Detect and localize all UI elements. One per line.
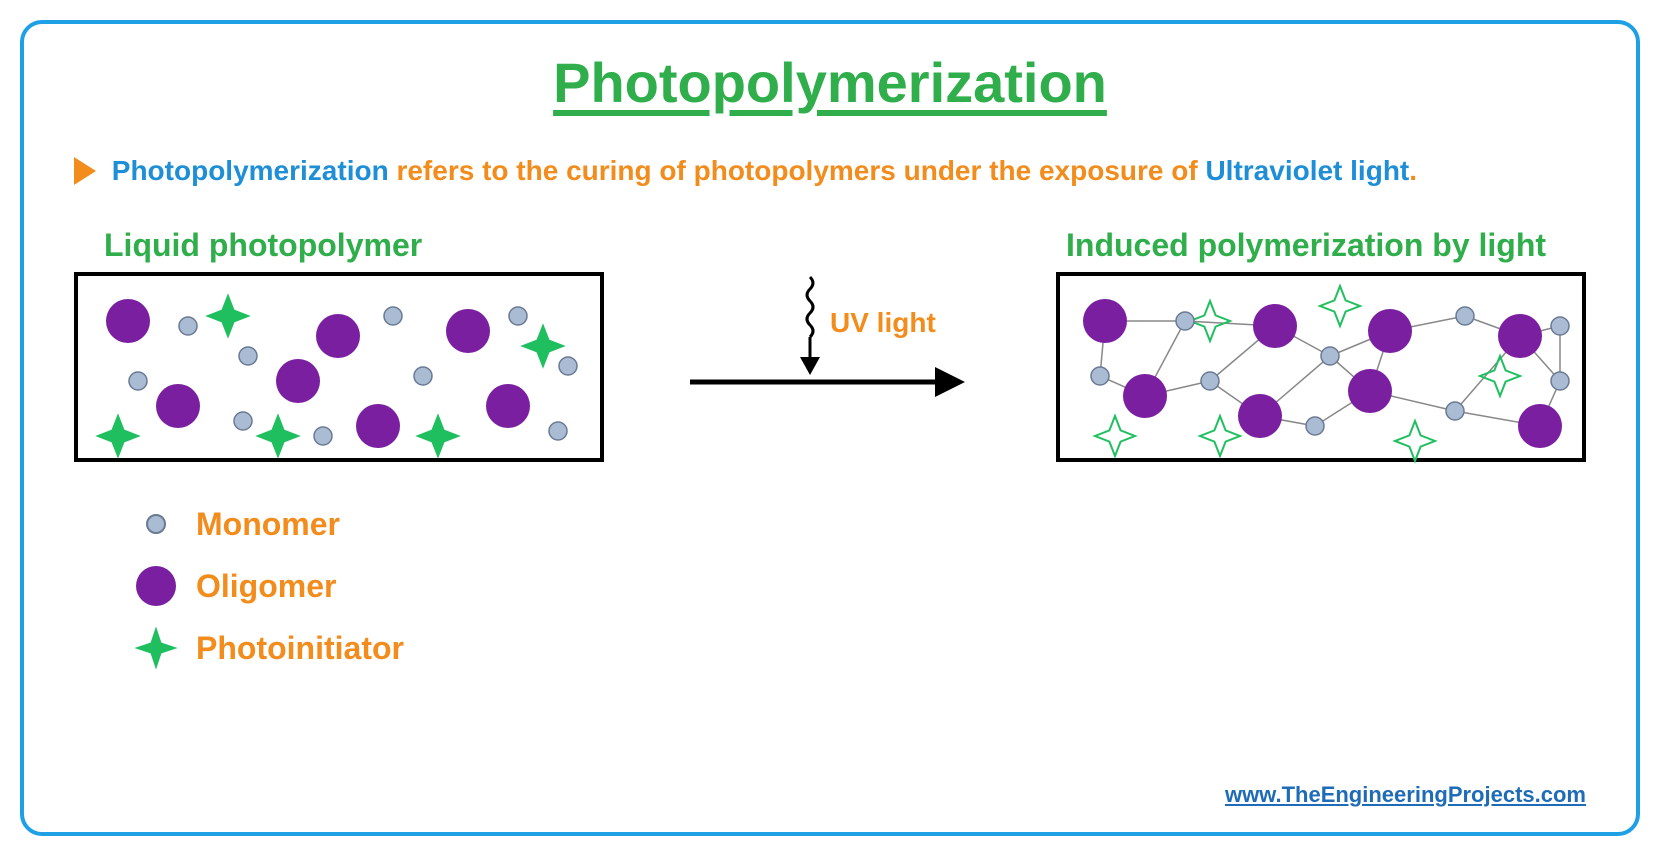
right-panel-block: Induced polymerization by light <box>1056 227 1586 462</box>
monomer-circle <box>239 347 257 365</box>
monomer-circle <box>1456 307 1474 325</box>
monomer-circle <box>1551 317 1569 335</box>
oligomer-circle <box>1083 299 1127 343</box>
monomer-circle <box>384 307 402 325</box>
uv-wave-icon <box>807 277 813 337</box>
left-panel-svg <box>78 276 608 466</box>
uv-light-label: UV light <box>830 307 936 339</box>
uv-arrow-svg <box>690 267 970 447</box>
oligomer-circle <box>1368 309 1412 353</box>
arrow-column: UV light <box>690 267 970 447</box>
subtitle-part4: . <box>1409 155 1417 186</box>
oligomer-circle <box>1123 374 1167 418</box>
monomer-circle <box>509 307 527 325</box>
page-title: Photopolymerization <box>64 50 1596 115</box>
monomer-circle <box>314 427 332 445</box>
monomer-circle <box>234 412 252 430</box>
diagram-row: Liquid photopolymer UV light Induced pol… <box>64 227 1596 462</box>
legend-row-monomer: Monomer <box>134 502 1596 546</box>
photoinitiator-shape <box>98 416 138 456</box>
oligomer-circle <box>1348 369 1392 413</box>
monomer-circle <box>1091 367 1109 385</box>
watermark-link[interactable]: www.TheEngineeringProjects.com <box>1225 782 1586 808</box>
photoinitiator-shape <box>418 416 458 456</box>
horizontal-arrowhead-icon <box>935 367 965 397</box>
subtitle-part1: Photopolymerization <box>112 155 389 186</box>
oligomer-icon <box>134 564 178 608</box>
legend-label-monomer: Monomer <box>196 506 340 543</box>
main-frame: Photopolymerization Photopolymerization … <box>20 20 1640 836</box>
monomer-icon <box>134 502 178 546</box>
photoinitiator-shape <box>208 296 248 336</box>
oligomer-circle <box>276 359 320 403</box>
left-panel-block: Liquid photopolymer <box>74 227 604 462</box>
right-panel-title: Induced polymerization by light <box>1056 227 1586 264</box>
oligomer-circle <box>316 314 360 358</box>
legend-row-oligomer: Oligomer <box>134 564 1596 608</box>
oligomer-circle <box>1518 404 1562 448</box>
right-panel <box>1056 272 1586 462</box>
monomer-circle <box>549 422 567 440</box>
monomer-circle <box>1551 372 1569 390</box>
uv-down-arrowhead-icon <box>800 357 820 375</box>
oligomer-circle <box>156 384 200 428</box>
photoinitiator-shape <box>523 326 563 366</box>
photoinitiator-shape <box>1200 416 1240 456</box>
monomer-circle <box>129 372 147 390</box>
oligomer-circle <box>1498 314 1542 358</box>
left-panel-title: Liquid photopolymer <box>74 227 604 264</box>
photoinitiator-shape <box>1395 421 1435 461</box>
oligomer-circle <box>1253 304 1297 348</box>
monomer-circle <box>559 357 577 375</box>
left-panel <box>74 272 604 462</box>
legend-label-oligomer: Oligomer <box>196 568 336 605</box>
subtitle-part3: Ultraviolet light <box>1205 155 1409 186</box>
bullet-arrow-icon <box>74 157 96 185</box>
legend: Monomer Oligomer Photoinitiator <box>64 502 1596 670</box>
photoinitiator-shape <box>258 416 298 456</box>
monomer-circle <box>1446 402 1464 420</box>
monomer-circle <box>1201 372 1219 390</box>
monomer-circle <box>414 367 432 385</box>
legend-label-photoinitiator: Photoinitiator <box>196 630 404 667</box>
oligomer-circle <box>1238 394 1282 438</box>
subtitle-part2: refers to the curing of photopolymers un… <box>389 155 1206 186</box>
photoinitiator-shape <box>1320 286 1360 326</box>
right-panel-svg <box>1060 276 1590 466</box>
oligomer-circle <box>356 404 400 448</box>
monomer-circle <box>179 317 197 335</box>
monomer-circle <box>1321 347 1339 365</box>
legend-row-photoinitiator: Photoinitiator <box>134 626 1596 670</box>
oligomer-circle <box>106 299 150 343</box>
photoinitiator-icon <box>134 626 178 670</box>
oligomer-circle <box>446 309 490 353</box>
subtitle-line: Photopolymerization refers to the curing… <box>64 155 1596 187</box>
monomer-circle <box>1176 312 1194 330</box>
photoinitiator-shape <box>1095 416 1135 456</box>
oligomer-circle <box>486 384 530 428</box>
monomer-circle <box>1306 417 1324 435</box>
